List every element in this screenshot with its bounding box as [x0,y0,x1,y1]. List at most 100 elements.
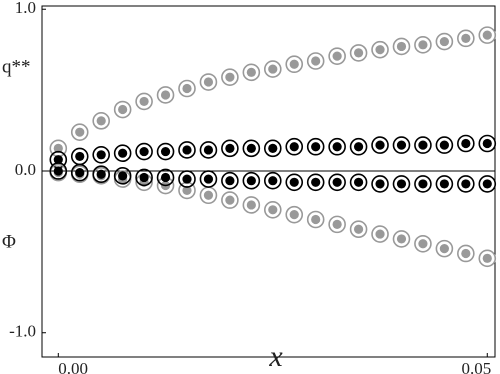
marker-ring [478,249,497,268]
marker-ring [478,26,497,44]
marker-dot [118,171,128,181]
marker-ring [306,137,325,156]
marker-dot [439,36,449,47]
point [328,215,346,234]
marker-ring [92,165,110,184]
marker-dot [289,210,299,220]
marker-ring [414,36,432,54]
marker-ring [457,134,475,153]
marker-dot [311,142,321,152]
point [199,170,218,188]
marker-dot [182,174,192,184]
marker-dot [268,205,278,215]
marker-dot [461,138,471,149]
marker-dot [332,142,342,152]
marker-ring [349,220,368,239]
point [392,136,411,154]
marker-dot [439,179,449,189]
marker-dot [482,138,492,149]
point [70,163,89,182]
marker-dot [353,224,364,234]
marker-dot [375,229,385,239]
marker-dot [418,179,428,189]
point [263,139,282,158]
marker-ring [242,196,261,214]
point [221,191,239,209]
marker-ring [457,244,475,263]
marker-ring [328,215,346,234]
marker-ring [285,173,304,192]
marker-ring [70,163,89,182]
point [242,63,261,82]
point [349,44,368,62]
marker-dot [461,248,471,259]
marker-ring [113,144,132,162]
marker-ring [306,210,325,229]
marker-ring [392,230,411,248]
marker-ring [156,168,175,187]
point [285,173,304,192]
y-tick-label: 1.0 [15,0,36,17]
point [306,173,325,192]
marker-dot [268,64,278,74]
marker-dot [311,177,321,187]
point [306,210,325,229]
marker-dot [375,179,385,189]
marker-dot [482,30,492,40]
point [113,167,132,185]
marker-dot [53,143,63,153]
marker-ring [70,123,89,141]
marker-dot [203,145,214,155]
marker-dot [139,96,149,107]
x-tick-label: 0.00 [58,359,88,374]
marker-dot [182,83,192,94]
marker-dot [439,244,449,254]
marker-dot [418,40,428,50]
marker-ring [392,175,411,193]
marker-ring [306,52,325,70]
marker-dot [482,179,492,189]
marker-dot [160,90,171,100]
marker-ring [457,175,475,193]
point [135,168,153,187]
point [328,47,346,65]
point [242,196,261,214]
marker-ring [328,47,346,65]
point [478,175,497,193]
point [478,249,497,268]
marker-ring [49,162,68,180]
point [92,165,110,184]
point [349,220,368,239]
point [263,171,282,190]
marker-ring [435,239,454,258]
marker-dot [289,59,299,69]
marker-ring [457,29,475,48]
marker-dot [289,177,299,187]
marker-ring [414,175,432,193]
point [435,136,454,154]
point [242,171,261,190]
point [199,73,218,91]
point [392,37,411,56]
marker-dot [268,176,278,186]
point [371,136,389,154]
marker-dot [375,45,385,55]
marker-ring [392,136,411,154]
marker-ring [92,112,110,130]
marker-dot [225,143,235,153]
annotation: q** [2,56,31,77]
marker-dot [96,116,106,126]
marker-dot [268,143,278,153]
marker-dot [118,104,128,115]
marker-ring [135,92,153,111]
marker-dot [203,77,214,87]
marker-ring [199,170,218,188]
point [457,244,475,263]
point [435,175,454,193]
point [349,173,368,192]
marker-dot [461,33,471,43]
marker-ring [371,136,389,154]
point [113,144,132,162]
point [285,205,304,224]
marker-ring [113,167,132,185]
